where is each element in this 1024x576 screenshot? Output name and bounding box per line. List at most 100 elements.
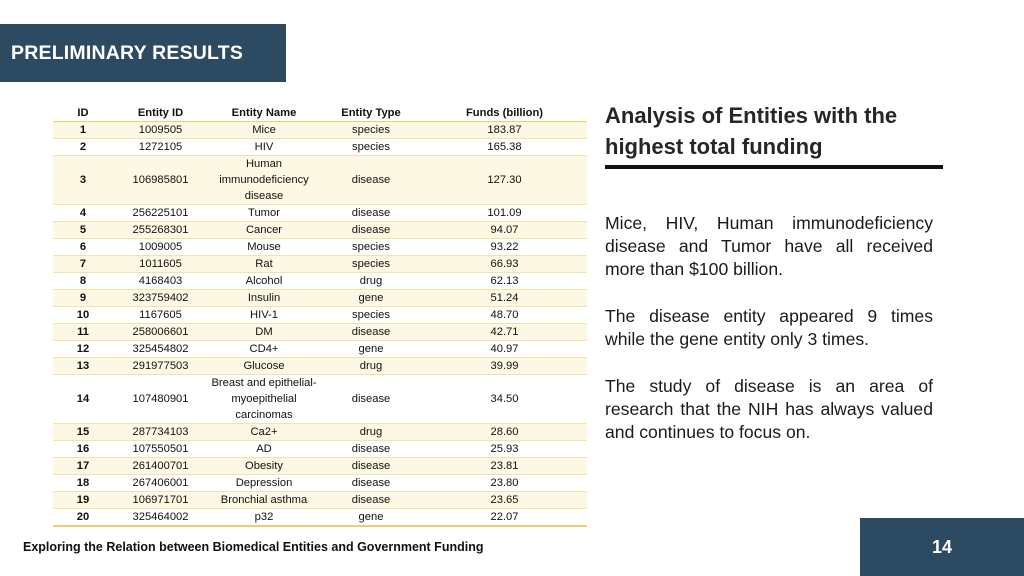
cell-entity-type: disease — [351, 207, 391, 219]
heading-divider — [605, 165, 943, 169]
cell-entity-id: 325454802 — [132, 343, 189, 355]
cell-funds: 39.99 — [490, 360, 519, 372]
cell-id: 16 — [76, 443, 90, 455]
header-id: ID — [77, 107, 89, 119]
cell-entity-type: disease — [351, 477, 391, 489]
cell-id: 15 — [76, 426, 90, 438]
cell-funds: 66.93 — [490, 258, 519, 270]
cell-entity-type: species — [352, 241, 390, 253]
cell-entity-name: HIV — [254, 141, 274, 153]
cell-entity-type: drug — [359, 275, 383, 287]
cell-entity-type: species — [352, 124, 390, 136]
cell-funds: 25.93 — [490, 443, 519, 455]
cell-id: 1 — [79, 124, 87, 136]
cell-entity-id: 1011605 — [139, 258, 182, 270]
table-row: 10 1167605 HIV-1 species 48.70 — [53, 307, 587, 324]
cell-id: 5 — [79, 224, 87, 236]
cell-funds: 23.81 — [490, 460, 519, 472]
cell-entity-id: 261400701 — [132, 460, 189, 472]
cell-entity-id: 258006601 — [132, 326, 189, 338]
cell-entity-id: 1009505 — [138, 124, 183, 136]
cell-entity-id: 4168403 — [138, 275, 183, 287]
cell-id: 20 — [76, 511, 90, 523]
cell-entity-type: species — [352, 309, 390, 321]
cell-entity-type: drug — [359, 360, 383, 372]
cell-entity-type: disease — [351, 460, 391, 472]
cell-entity-id: 107550501 — [132, 443, 189, 455]
cell-id: 13 — [76, 360, 90, 372]
table-row: 9 323759402 Insulin gene 51.24 — [53, 289, 587, 307]
table-row: 18 267406001 Depression disease 23.80 — [53, 475, 587, 492]
cell-entity-id: 323759402 — [132, 292, 189, 304]
funding-table: ID Entity ID Entity Name Entity Type Fun… — [53, 106, 587, 527]
cell-entity-id: 256225101 — [132, 207, 189, 219]
analysis-paragraph-2: The disease entity appeared 9 times whil… — [605, 306, 933, 349]
analysis-paragraph-3: The study of disease is an area of resea… — [605, 376, 933, 442]
cell-funds: 94.07 — [490, 224, 519, 236]
cell-id: 8 — [79, 275, 87, 287]
cell-entity-name: Tumor — [248, 207, 280, 219]
table-body: 1 1009505 Mice species 183.87 2 1272105 HIV spec… — [53, 121, 587, 526]
cell-funds: 165.38 — [487, 141, 522, 153]
table-row: 13 291977503 Glucose drug 39.99 — [53, 357, 587, 375]
cell-funds: 183.87 — [487, 124, 522, 136]
table-row: 12 325454802 CD4+ gene 40.97 — [53, 341, 587, 358]
cell-funds: 23.80 — [490, 477, 519, 489]
cell-funds: 40.97 — [490, 343, 519, 355]
cell-funds: 48.70 — [490, 309, 519, 321]
cell-id: 9 — [79, 292, 87, 304]
header-funds: Funds (billion) — [465, 107, 544, 119]
header-entity-id: Entity ID — [137, 107, 184, 119]
cell-entity-id: 291977503 — [132, 360, 189, 372]
cell-id: 12 — [76, 343, 90, 355]
cell-entity-name: Rat — [255, 258, 273, 270]
table-row: 6 1009005 Mouse species 93.22 — [53, 239, 587, 256]
header-entity-name: Entity Name — [231, 107, 297, 119]
cell-id: 11 — [77, 326, 89, 338]
cell-id: 17 — [76, 460, 90, 472]
table-row: 7 1011605 Rat species 66.93 — [53, 255, 587, 273]
cell-entity-name: Ca2+ — [250, 426, 278, 438]
cell-funds: 93.22 — [490, 241, 519, 253]
cell-funds: 23.65 — [490, 494, 519, 506]
cell-id: 3 — [79, 174, 87, 186]
cell-entity-name: Bronchial asthma — [220, 494, 308, 506]
table-row: 14 107480901 Breast and epithelial-myoepit… — [53, 375, 587, 424]
cell-funds: 127.30 — [487, 174, 522, 186]
cell-entity-type: gene — [358, 511, 384, 523]
cell-id: 14 — [76, 393, 90, 405]
cell-entity-type: disease — [351, 443, 391, 455]
cell-entity-id: 267406001 — [132, 477, 189, 489]
cell-entity-name: Depression — [235, 477, 293, 489]
cell-funds: 51.24 — [490, 292, 519, 304]
cell-entity-name: HIV-1 — [250, 309, 278, 321]
cell-funds: 42.71 — [490, 326, 519, 338]
cell-entity-name: DM — [255, 326, 273, 338]
table-row: 17 261400701 Obesity disease 23.81 — [53, 457, 587, 475]
cell-entity-name: Cancer — [245, 224, 283, 236]
table-row: 1 1009505 Mice species 183.87 — [53, 121, 587, 139]
cell-entity-type: gene — [358, 292, 384, 304]
cell-entity-name: Glucose — [243, 360, 285, 372]
cell-id: 19 — [76, 494, 90, 506]
table-row: 11 258006601 DM disease 42.71 — [53, 323, 587, 341]
cell-entity-type: drug — [359, 426, 383, 438]
table-header-row: ID Entity ID Entity Name Entity Type Fun… — [53, 106, 587, 122]
cell-id: 7 — [79, 258, 87, 270]
header-entity-type: Entity Type — [341, 107, 401, 119]
cell-entity-type: disease — [351, 224, 391, 236]
table-row: 5 255268301 Cancer disease 94.07 — [53, 221, 587, 239]
cell-funds: 22.07 — [490, 511, 519, 523]
cell-id: 10 — [76, 309, 90, 321]
cell-entity-id: 106985801 — [132, 174, 189, 186]
cell-entity-name: CD4+ — [249, 343, 279, 355]
cell-funds: 28.60 — [490, 426, 519, 438]
cell-entity-type: species — [352, 141, 390, 153]
footer-text: Exploring the Relation between Biomedica… — [23, 540, 484, 554]
table-row: 2 1272105 HIV species 165.38 — [53, 139, 587, 156]
table-row: 8 4168403 Alcohol drug 62.13 — [53, 273, 587, 290]
analysis-paragraph-1: Mice, HIV, Human immunodeficiency diseas… — [605, 213, 933, 279]
cell-funds: 62.13 — [490, 275, 519, 287]
cell-entity-name: Alcohol — [245, 275, 283, 287]
cell-funds: 101.09 — [487, 207, 522, 219]
